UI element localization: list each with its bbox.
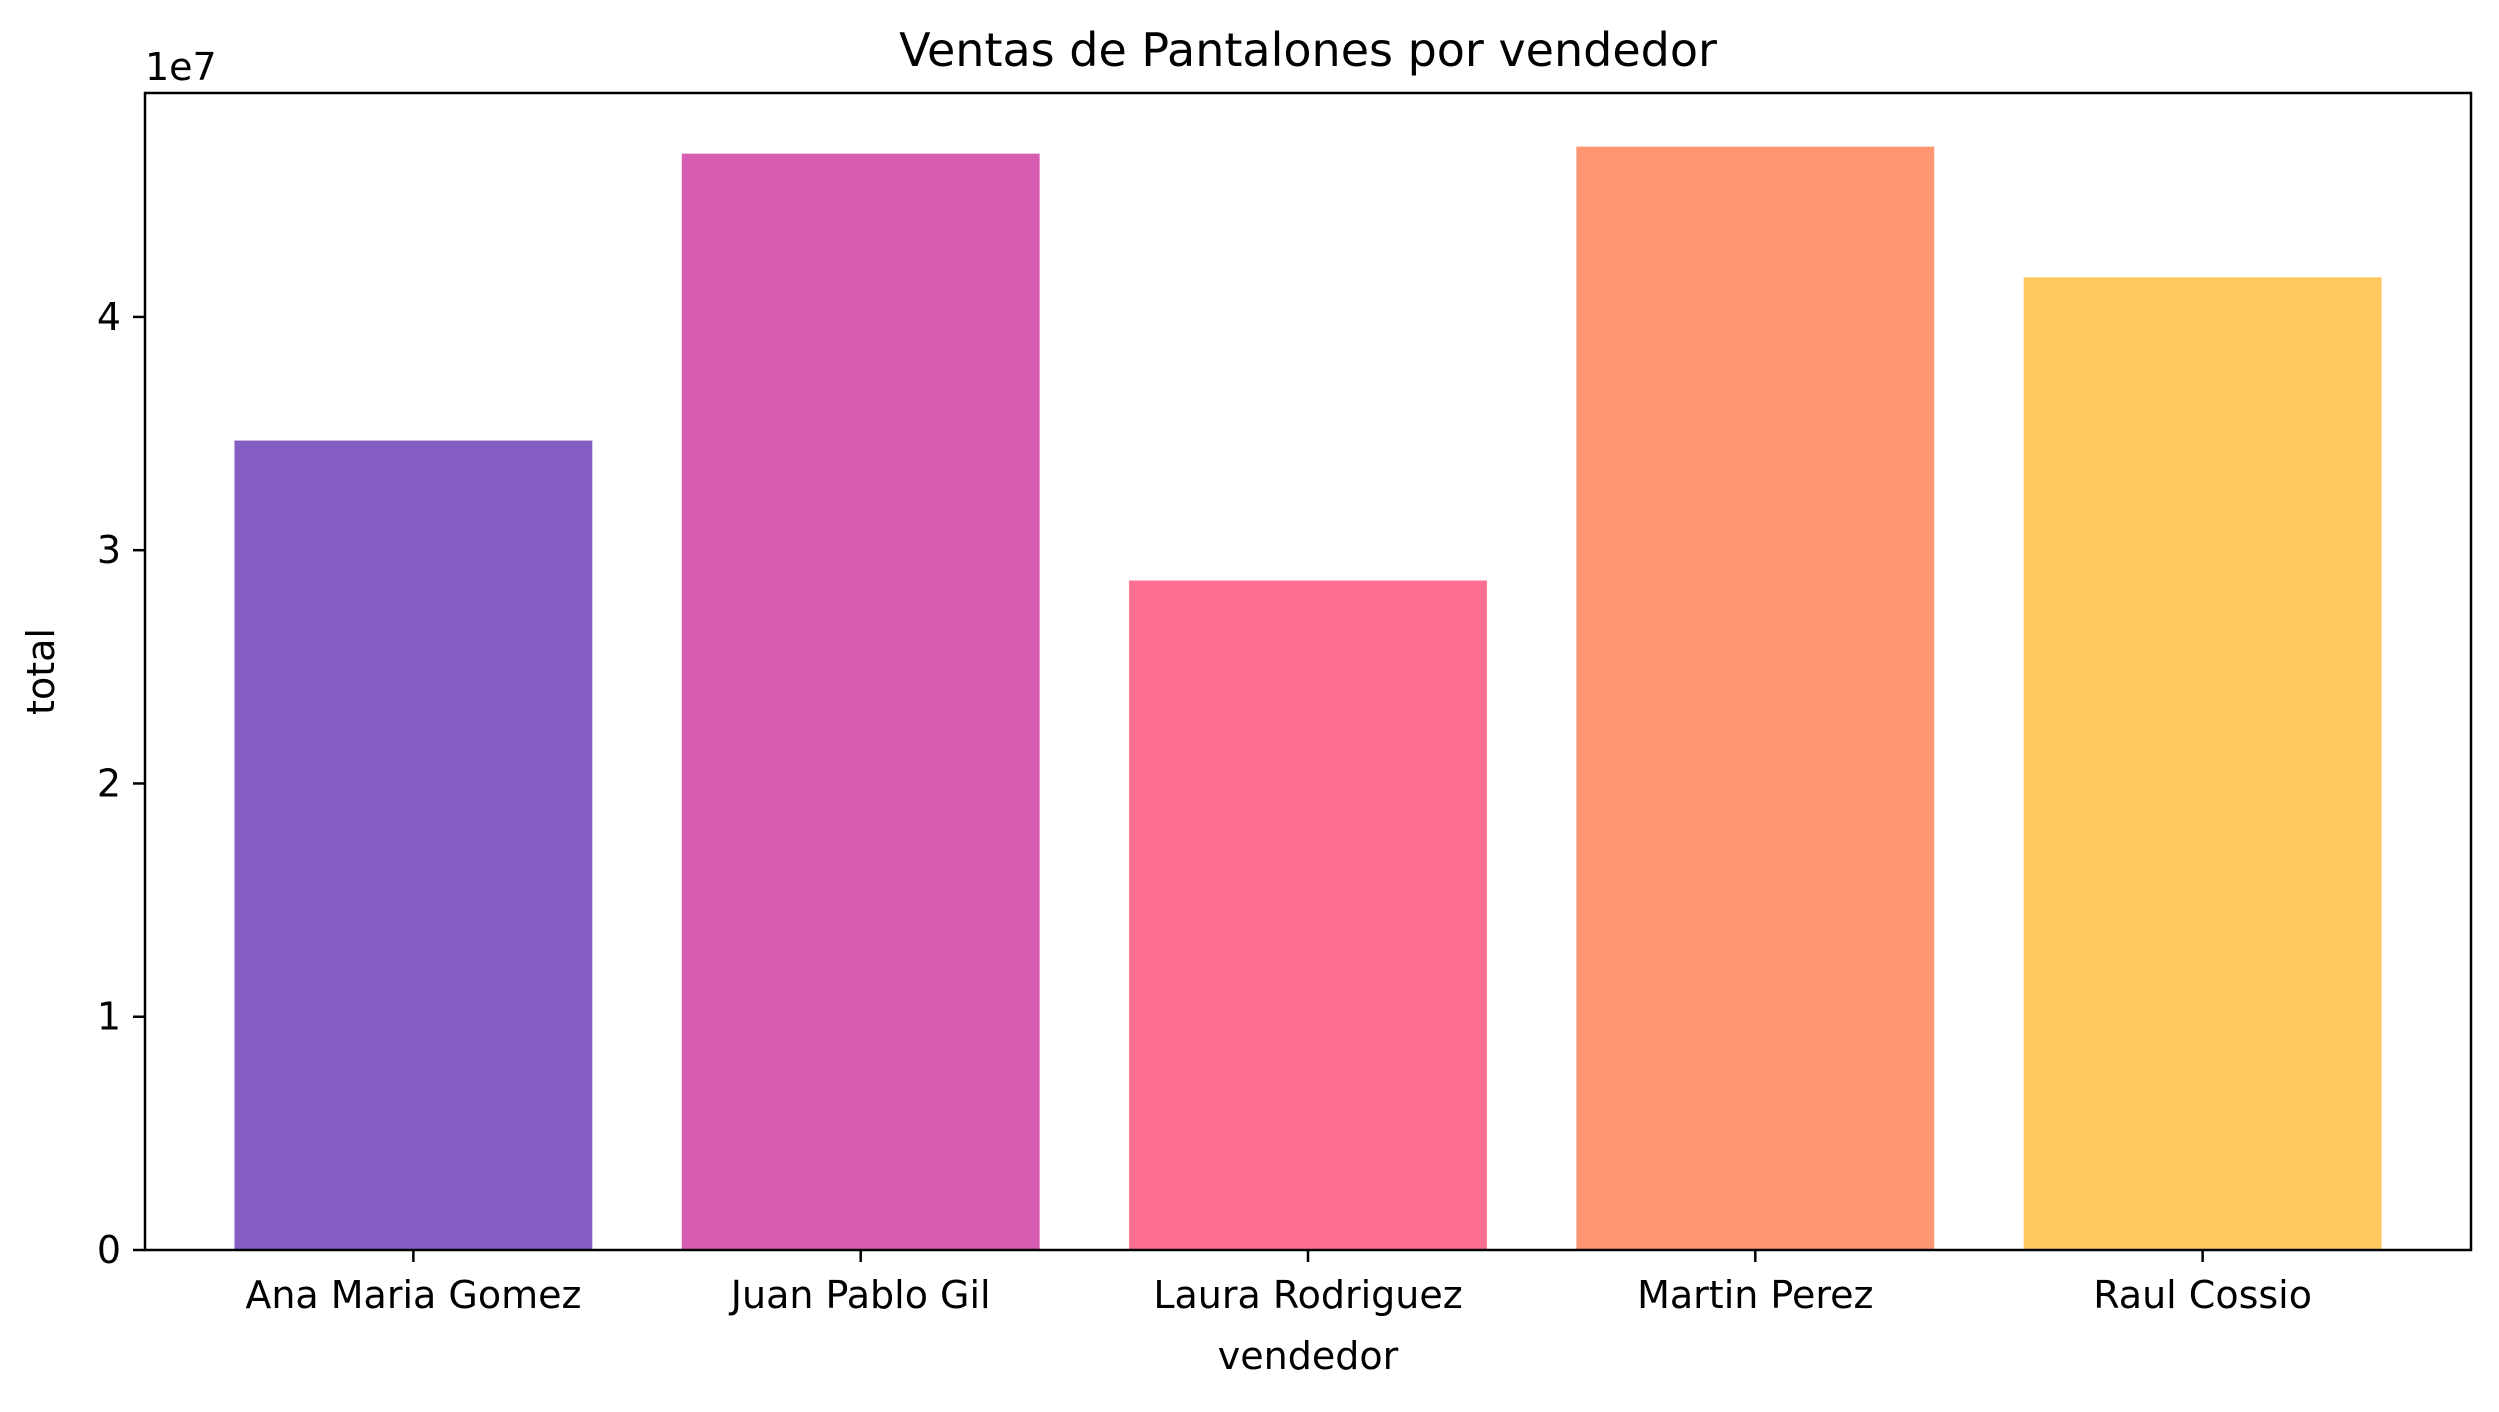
x-tick-label: Raul Cossio <box>2093 1273 2312 1317</box>
y-tick-label: 4 <box>97 295 121 339</box>
bar-martin-perez <box>1576 146 1935 1250</box>
ticks-layer: Ana Maria Gomez Juan Pablo Gil Laura Rodri… <box>97 295 2312 1317</box>
bar-juan-pablo-gil <box>681 153 1040 1251</box>
y-axis-offset-label: 1e7 <box>145 45 217 89</box>
y-tick-label: 1 <box>97 995 121 1039</box>
bar-ana-maria-gomez <box>234 440 593 1250</box>
x-tick-label: Laura Rodriguez <box>1153 1273 1462 1317</box>
x-tick-label: Ana Maria Gomez <box>245 1273 581 1317</box>
y-tick-label: 3 <box>97 528 121 572</box>
y-tick-label: 2 <box>97 761 121 805</box>
bars-layer <box>234 146 2382 1251</box>
x-axis-label: vendedor <box>1218 1334 1399 1378</box>
x-tick-label: Martin Perez <box>1637 1273 1873 1317</box>
y-axis-label: total <box>19 628 63 715</box>
plot-frame <box>143 91 2473 1252</box>
bar-raul-cossio <box>2023 277 2382 1250</box>
chart-title: Ventas de Pantalones por vendedor <box>899 23 1717 77</box>
x-tick-label: Juan Pablo Gil <box>729 1273 991 1317</box>
y-tick-label: 0 <box>97 1228 121 1272</box>
bar-laura-rodriguez <box>1129 580 1487 1250</box>
